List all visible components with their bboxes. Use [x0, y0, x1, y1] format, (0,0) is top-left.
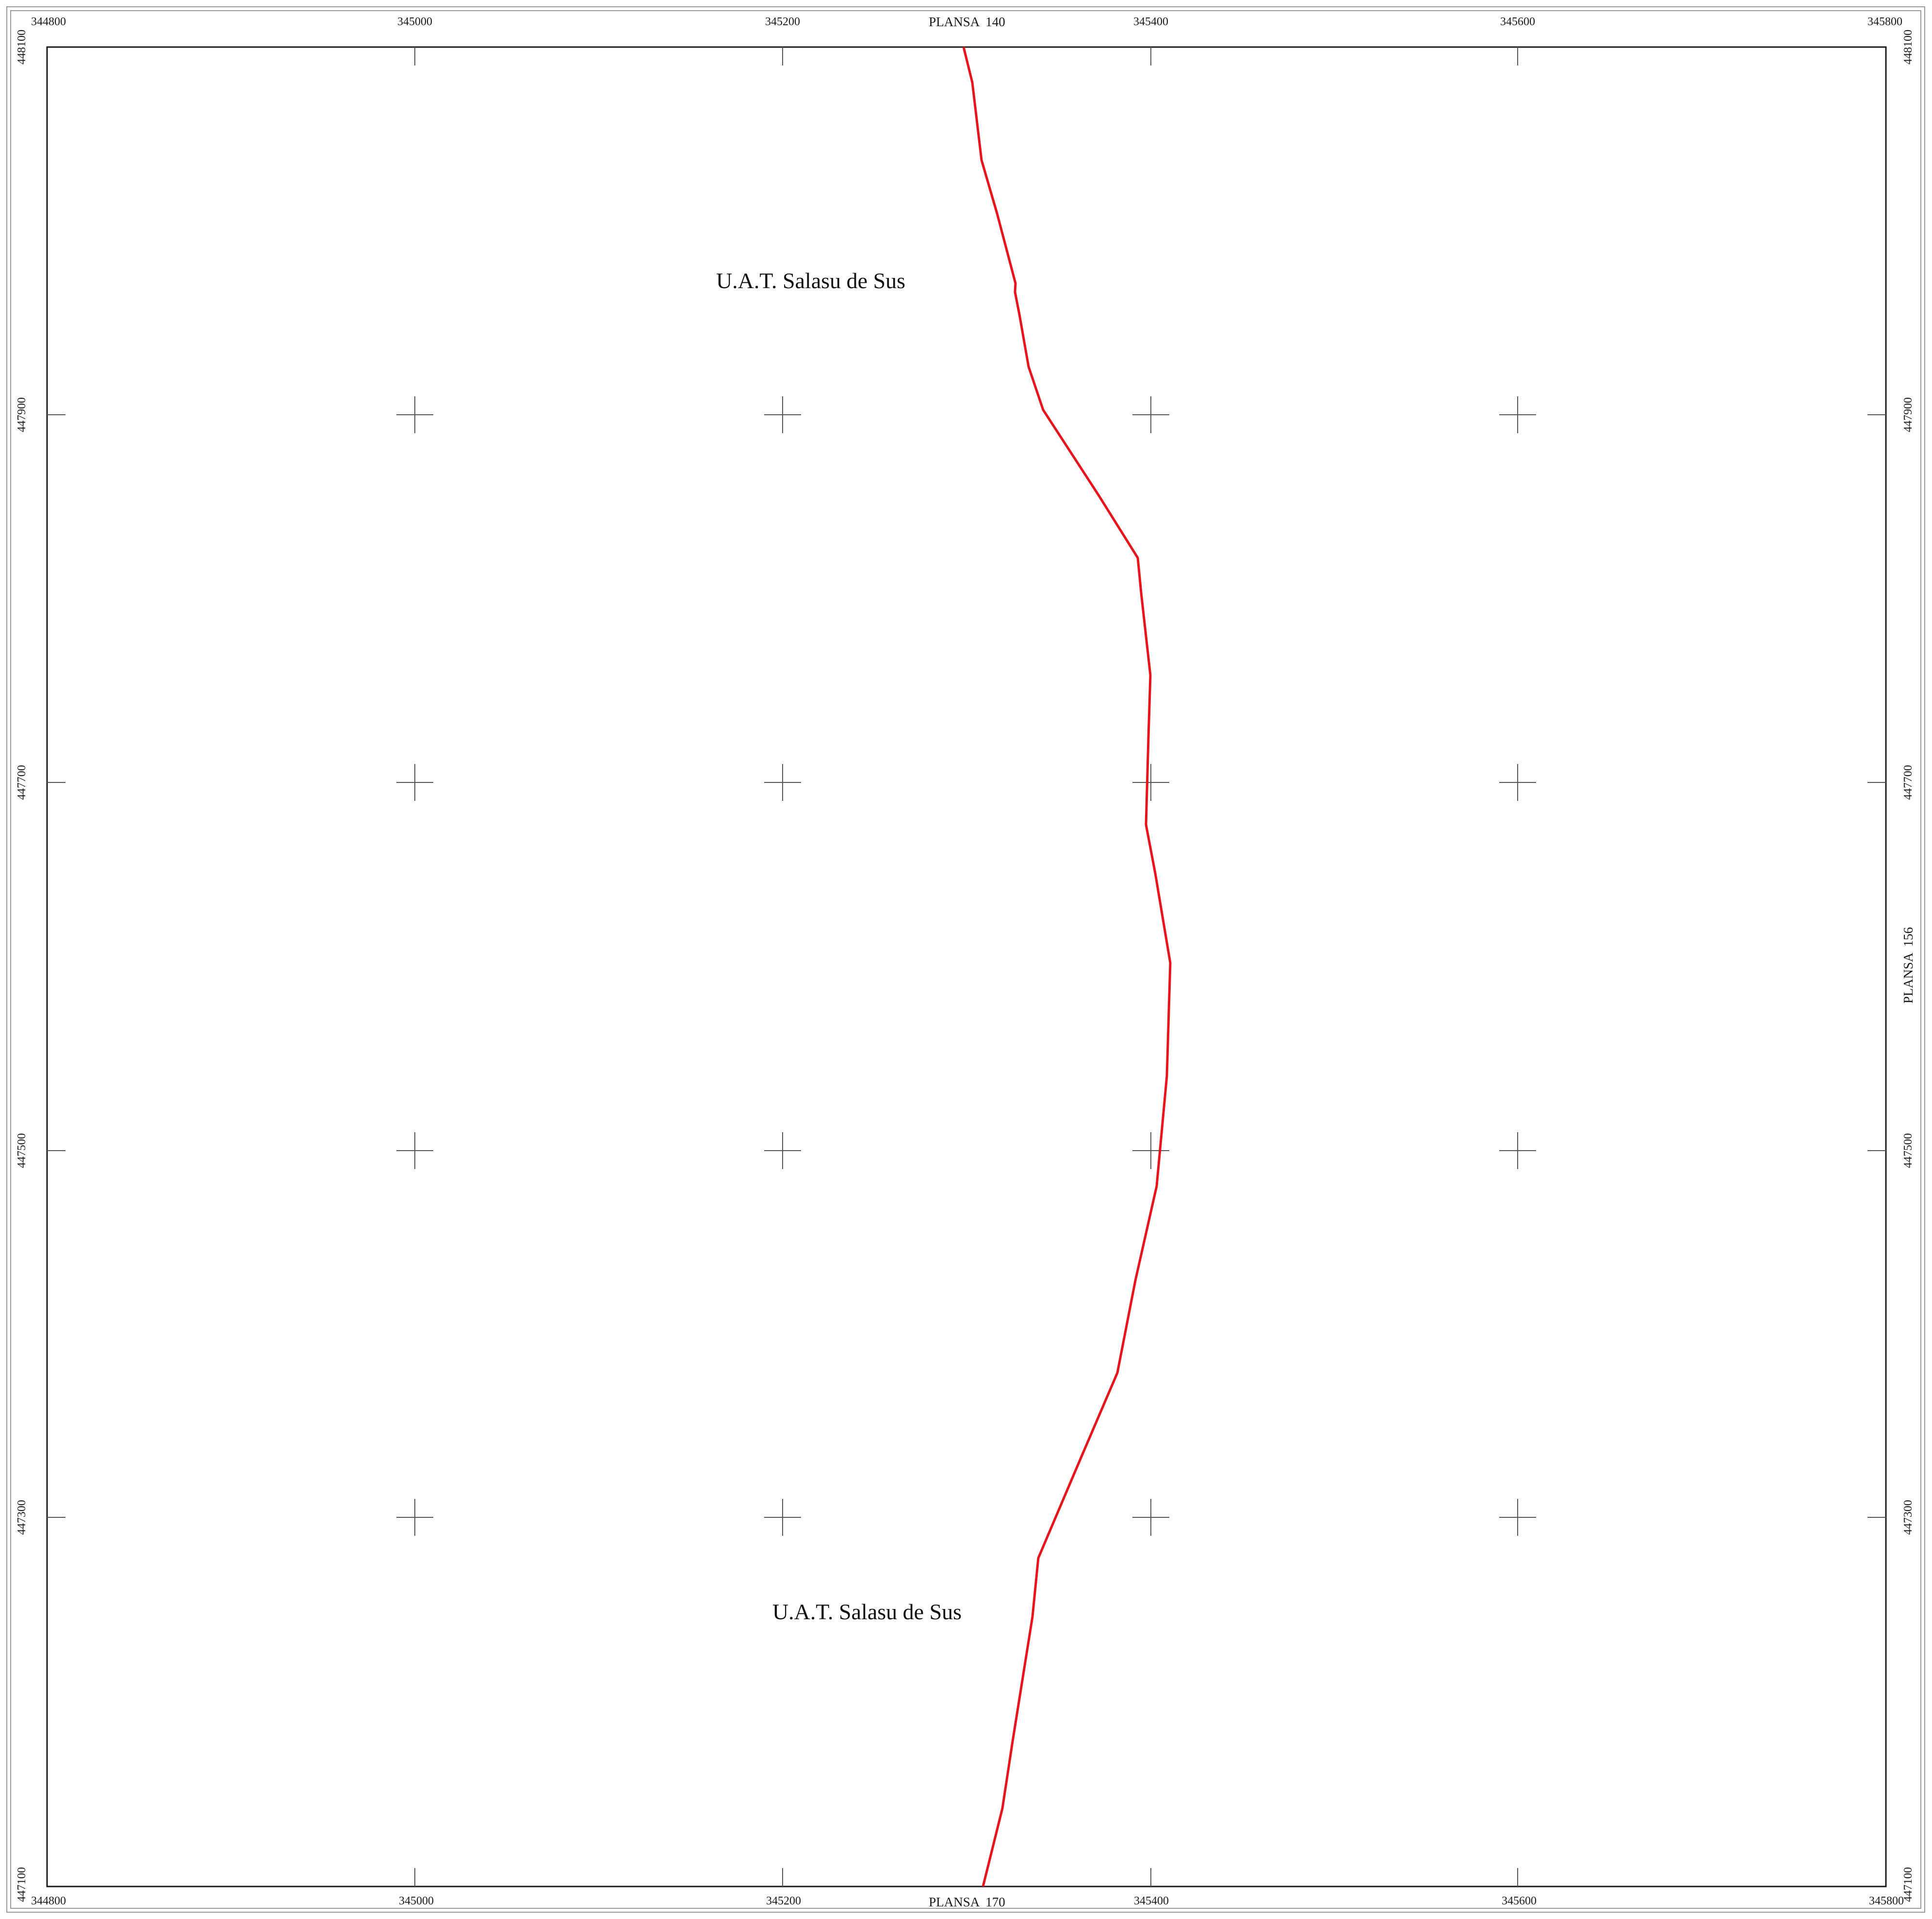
y-tick-label-left-447300: 447300 [16, 1500, 28, 1535]
x-tick-label-bottom-345400: 345400 [1134, 1895, 1169, 1907]
y-tick-label-right-447500: 447500 [1902, 1133, 1915, 1168]
x-tick-label-top-345400: 345400 [1133, 16, 1168, 28]
right-coordinate-labels: 448100 447900 447700 447500 447300 44710… [1902, 30, 1915, 1902]
x-tick-label-bottom-345800: 345800 [1869, 1895, 1904, 1907]
administrative-boundary-line [962, 47, 1172, 1887]
outer-frame [6, 6, 1925, 1913]
x-tick-label-top-345200: 345200 [765, 16, 800, 28]
x-tick-label-top-344800: 344800 [31, 16, 66, 28]
y-tick-label-right-447700: 447700 [1902, 765, 1915, 800]
y-tick-label-left-447500: 447500 [16, 1133, 28, 1168]
y-tick-label-left-447900: 447900 [16, 397, 28, 432]
x-tick-label-top-345000: 345000 [397, 16, 432, 28]
uat-label-south: U.A.T. Salasu de Sus [772, 1599, 962, 1624]
outer-frame-inner [10, 10, 1921, 1909]
top-coordinate-labels: 344800 345000 345200 345400 345600 34580… [31, 16, 1902, 28]
y-tick-label-left-448100: 448100 [16, 30, 28, 65]
left-coordinate-labels: 448100 447900 447700 447500 447300 44710… [16, 30, 28, 1902]
y-tick-label-left-447100: 447100 [16, 1867, 28, 1902]
y-tick-label-left-447700: 447700 [16, 765, 28, 800]
y-tick-label-right-447300: 447300 [1902, 1500, 1915, 1535]
x-tick-label-bottom-345000: 345000 [399, 1895, 434, 1907]
bottom-coordinate-labels: 344800 345000 345200 345400 345600 34580… [31, 1895, 1904, 1907]
x-tick-label-top-345800: 345800 [1867, 16, 1902, 28]
map-neatline [46, 46, 1887, 1887]
adjacent-sheet-south: PLANSA 170 [929, 1895, 1005, 1909]
x-tick-label-top-345600: 345600 [1500, 16, 1535, 28]
adjacent-sheet-east: PLANSA 156 [1901, 927, 1916, 1004]
x-tick-label-bottom-344800: 344800 [31, 1895, 66, 1907]
grid-crosses [396, 396, 1536, 1536]
x-tick-label-bottom-345600: 345600 [1502, 1895, 1537, 1907]
y-tick-label-right-448100: 448100 [1902, 30, 1915, 65]
x-tick-label-bottom-345200: 345200 [766, 1895, 801, 1907]
y-tick-label-right-447100: 447100 [1902, 1867, 1915, 1902]
uat-label-north: U.A.T. Salasu de Sus [716, 268, 905, 293]
adjacent-sheet-north: PLANSA 140 [929, 15, 1005, 29]
y-tick-label-right-447900: 447900 [1902, 397, 1915, 432]
grid-edge-ticks [47, 47, 1886, 1886]
